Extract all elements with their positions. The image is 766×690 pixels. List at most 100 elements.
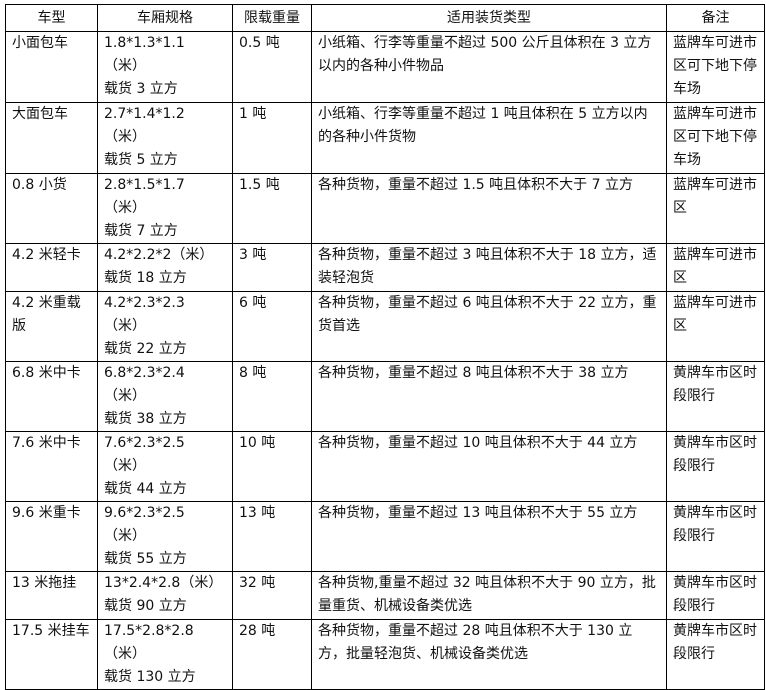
cell-cargo: 小纸箱、行李等重量不超过 1 吨且体积在 5 立方以内的各种小件货物 <box>311 102 667 174</box>
cell-type-text: 小面包车 <box>12 35 68 51</box>
cell-note: 蓝牌车可进市区可下地下停车场 <box>666 31 765 103</box>
cell-type-text: 9.6 米重卡 <box>12 505 81 521</box>
cell-spec-text: 2.8*1.5*1.7（米） <box>104 177 185 216</box>
cell-type: 0.8 小货 <box>5 173 98 244</box>
cell-note: 黄牌车市区时段限行 <box>666 501 765 572</box>
cell-load-text: 32 吨 <box>239 575 276 591</box>
cell-load: 32 吨 <box>232 571 312 620</box>
cell-load-text: 8 吨 <box>239 365 267 381</box>
cell-note-text: 蓝牌车可进市区 <box>673 295 757 334</box>
vehicle-spec-table: 车型 车厢规格 限载重量 适用装货类型 备注 小面包车 1.8*1.3*1.1（米… <box>5 4 765 690</box>
cell-load: 1.5 吨 <box>232 173 312 244</box>
cell-cargo-text: 各种货物，重量不超过 3 吨且体积不大于 18 立方，适装轻泡货 <box>318 247 657 286</box>
cell-spec: 2.7*1.4*1.2（米） 载货 5 立方 <box>97 102 233 174</box>
cell-type-text: 13 米拖挂 <box>12 575 77 591</box>
header-row: 车型 车厢规格 限载重量 适用装货类型 备注 <box>5 4 765 32</box>
cell-spec-text: 1.8*1.3*1.1（米） <box>104 35 185 74</box>
cell-note-text: 蓝牌车可进市区可下地下停车场 <box>673 106 757 168</box>
cell-spec-text: 2.7*1.4*1.2（米） <box>104 106 185 145</box>
cell-load-text: 10 吨 <box>239 435 276 451</box>
cell-note: 蓝牌车可进市区可下地下停车场 <box>666 102 765 174</box>
cell-cargo: 小纸箱、行李等重量不超过 500 公斤且体积在 3 立方以内的各种小件物品 <box>311 31 667 103</box>
table-row: 4.2 米重载版 4.2*2.3*2.3（米） 载货 22 立方 6 吨 各种货物，重量… <box>5 291 765 362</box>
cell-load-text: 6 吨 <box>239 295 267 311</box>
cell-type-text: 4.2 米轻卡 <box>12 247 81 263</box>
cell-cargo-text: 各种货物，重量不超过 1.5 吨且体积不大于 7 立方 <box>318 177 633 193</box>
header-spec: 车厢规格 <box>97 4 233 32</box>
cell-cargo-text: 各种货物，重量不超过 13 吨且体积不大于 55 立方 <box>318 505 638 521</box>
cell-cargo: 各种货物，重量不超过 28 吨且体积不大于 130 立方，批量轻泡货、机械设备类… <box>311 619 667 690</box>
cell-spec: 9.6*2.3*2.5（米） 载货 55 立方 <box>97 501 233 572</box>
table-row: 4.2 米轻卡 4.2*2.2*2（米） 载货 18 立方 3 吨 各种货物，重量不超过… <box>5 243 765 292</box>
cell-cargo: 各种货物，重量不超过 1.5 吨且体积不大于 7 立方 <box>311 173 667 244</box>
cell-spec-text: 13*2.4*2.8（米） <box>104 575 223 591</box>
cell-spec-text: 6.8*2.3*2.4（米） <box>104 365 185 404</box>
cell-cargo: 各种货物,重量不超过 32 吨且体积不大于 90 立方，批量重货、机械设备类优选 <box>311 571 667 620</box>
cell-spec: 13*2.4*2.8（米） 载货 90 立方 <box>97 571 233 620</box>
cell-type-text: 17.5 米挂车 <box>12 623 90 639</box>
cell-type: 17.5 米挂车 <box>5 619 98 690</box>
table-row: 6.8 米中卡 6.8*2.3*2.4（米） 载货 38 立方 8 吨 各种货物，重量不… <box>5 361 765 432</box>
cell-spec-text: 7.6*2.3*2.5（米） <box>104 435 185 474</box>
cell-load-text: 13 吨 <box>239 505 276 521</box>
table-row: 9.6 米重卡 9.6*2.3*2.5（米） 载货 55 立方 13 吨 各种货物，重量… <box>5 501 765 572</box>
cell-note-text: 蓝牌车可进市区可下地下停车场 <box>673 35 757 97</box>
cell-load-text: 28 吨 <box>239 623 276 639</box>
cell-load: 0.5 吨 <box>232 31 312 103</box>
cell-spec-text: 载货 7 立方 <box>104 223 178 239</box>
cell-spec-text: 4.2*2.2*2（米） <box>104 247 214 263</box>
cell-type: 大面包车 <box>5 102 98 174</box>
cell-type: 小面包车 <box>5 31 98 103</box>
cell-load: 6 吨 <box>232 291 312 362</box>
cell-load: 10 吨 <box>232 431 312 502</box>
cell-spec-text: 载货 18 立方 <box>104 270 187 286</box>
cell-note: 蓝牌车可进市区 <box>666 243 765 292</box>
cell-load-text: 0.5 吨 <box>239 35 280 51</box>
cell-type: 13 米拖挂 <box>5 571 98 620</box>
table-row: 13 米拖挂 13*2.4*2.8（米） 载货 90 立方 32 吨 各种货物,重量不超… <box>5 571 765 620</box>
cell-spec-text: 载货 90 立方 <box>104 598 187 614</box>
cell-note: 黄牌车市区时段限行 <box>666 619 765 690</box>
cell-spec-text: 载货 44 立方 <box>104 481 187 497</box>
cell-cargo-text: 各种货物，重量不超过 28 吨且体积不大于 130 立方，批量轻泡货、机械设备类… <box>318 623 633 662</box>
cell-spec: 7.6*2.3*2.5（米） 载货 44 立方 <box>97 431 233 502</box>
cell-cargo-text: 各种货物，重量不超过 6 吨且体积不大于 22 立方，重货首选 <box>318 295 657 334</box>
cell-note-text: 黄牌车市区时段限行 <box>673 505 757 544</box>
cell-note: 黄牌车市区时段限行 <box>666 571 765 620</box>
cell-type-text: 6.8 米中卡 <box>12 365 81 381</box>
cell-type-text: 大面包车 <box>12 106 68 122</box>
header-load: 限载重量 <box>232 4 312 32</box>
cell-spec-text: 4.2*2.3*2.3（米） <box>104 295 185 334</box>
table-row: 7.6 米中卡 7.6*2.3*2.5（米） 载货 44 立方 10 吨 各种货物，重量… <box>5 431 765 502</box>
cell-cargo: 各种货物，重量不超过 3 吨且体积不大于 18 立方，适装轻泡货 <box>311 243 667 292</box>
cell-spec-text: 载货 5 立方 <box>104 152 178 168</box>
cell-cargo: 各种货物，重量不超过 8 吨且体积不大于 38 立方 <box>311 361 667 432</box>
cell-load-text: 1 吨 <box>239 106 267 122</box>
header-note: 备注 <box>666 4 765 32</box>
cell-spec-text: 载货 38 立方 <box>104 411 187 427</box>
cell-note: 蓝牌车可进市区 <box>666 173 765 244</box>
table-row: 小面包车 1.8*1.3*1.1（米） 载货 3 立方 0.5 吨 小纸箱、行李等重量不… <box>5 31 765 103</box>
cell-spec-text: 9.6*2.3*2.5（米） <box>104 505 185 544</box>
cell-spec: 4.2*2.3*2.3（米） 载货 22 立方 <box>97 291 233 362</box>
table-row: 17.5 米挂车 17.5*2.8*2.8（米） 载货 130 立方 28 吨 各种货物… <box>5 619 765 690</box>
cell-type-text: 4.2 米重载版 <box>12 295 81 334</box>
cell-spec-text: 载货 22 立方 <box>104 341 187 357</box>
header-type: 车型 <box>5 4 98 32</box>
cell-type: 6.8 米中卡 <box>5 361 98 432</box>
cell-cargo: 各种货物，重量不超过 13 吨且体积不大于 55 立方 <box>311 501 667 572</box>
cell-spec: 1.8*1.3*1.1（米） 载货 3 立方 <box>97 31 233 103</box>
cell-cargo-text: 各种货物，重量不超过 10 吨且体积不大于 44 立方 <box>318 435 638 451</box>
cell-note: 蓝牌车可进市区 <box>666 291 765 362</box>
cell-note-text: 黄牌车市区时段限行 <box>673 435 757 474</box>
cell-type-text: 7.6 米中卡 <box>12 435 81 451</box>
cell-cargo: 各种货物，重量不超过 10 吨且体积不大于 44 立方 <box>311 431 667 502</box>
table-row: 0.8 小货 2.8*1.5*1.7（米） 载货 7 立方 1.5 吨 各种货物，重量不… <box>5 173 765 244</box>
cell-cargo-text: 小纸箱、行李等重量不超过 500 公斤且体积在 3 立方以内的各种小件物品 <box>318 35 652 74</box>
cell-spec-text: 载货 55 立方 <box>104 551 187 567</box>
cell-spec-text: 载货 3 立方 <box>104 81 178 97</box>
cell-type: 4.2 米重载版 <box>5 291 98 362</box>
cell-note: 黄牌车市区时段限行 <box>666 361 765 432</box>
cell-spec: 2.8*1.5*1.7（米） 载货 7 立方 <box>97 173 233 244</box>
header-cargo: 适用装货类型 <box>311 4 667 32</box>
